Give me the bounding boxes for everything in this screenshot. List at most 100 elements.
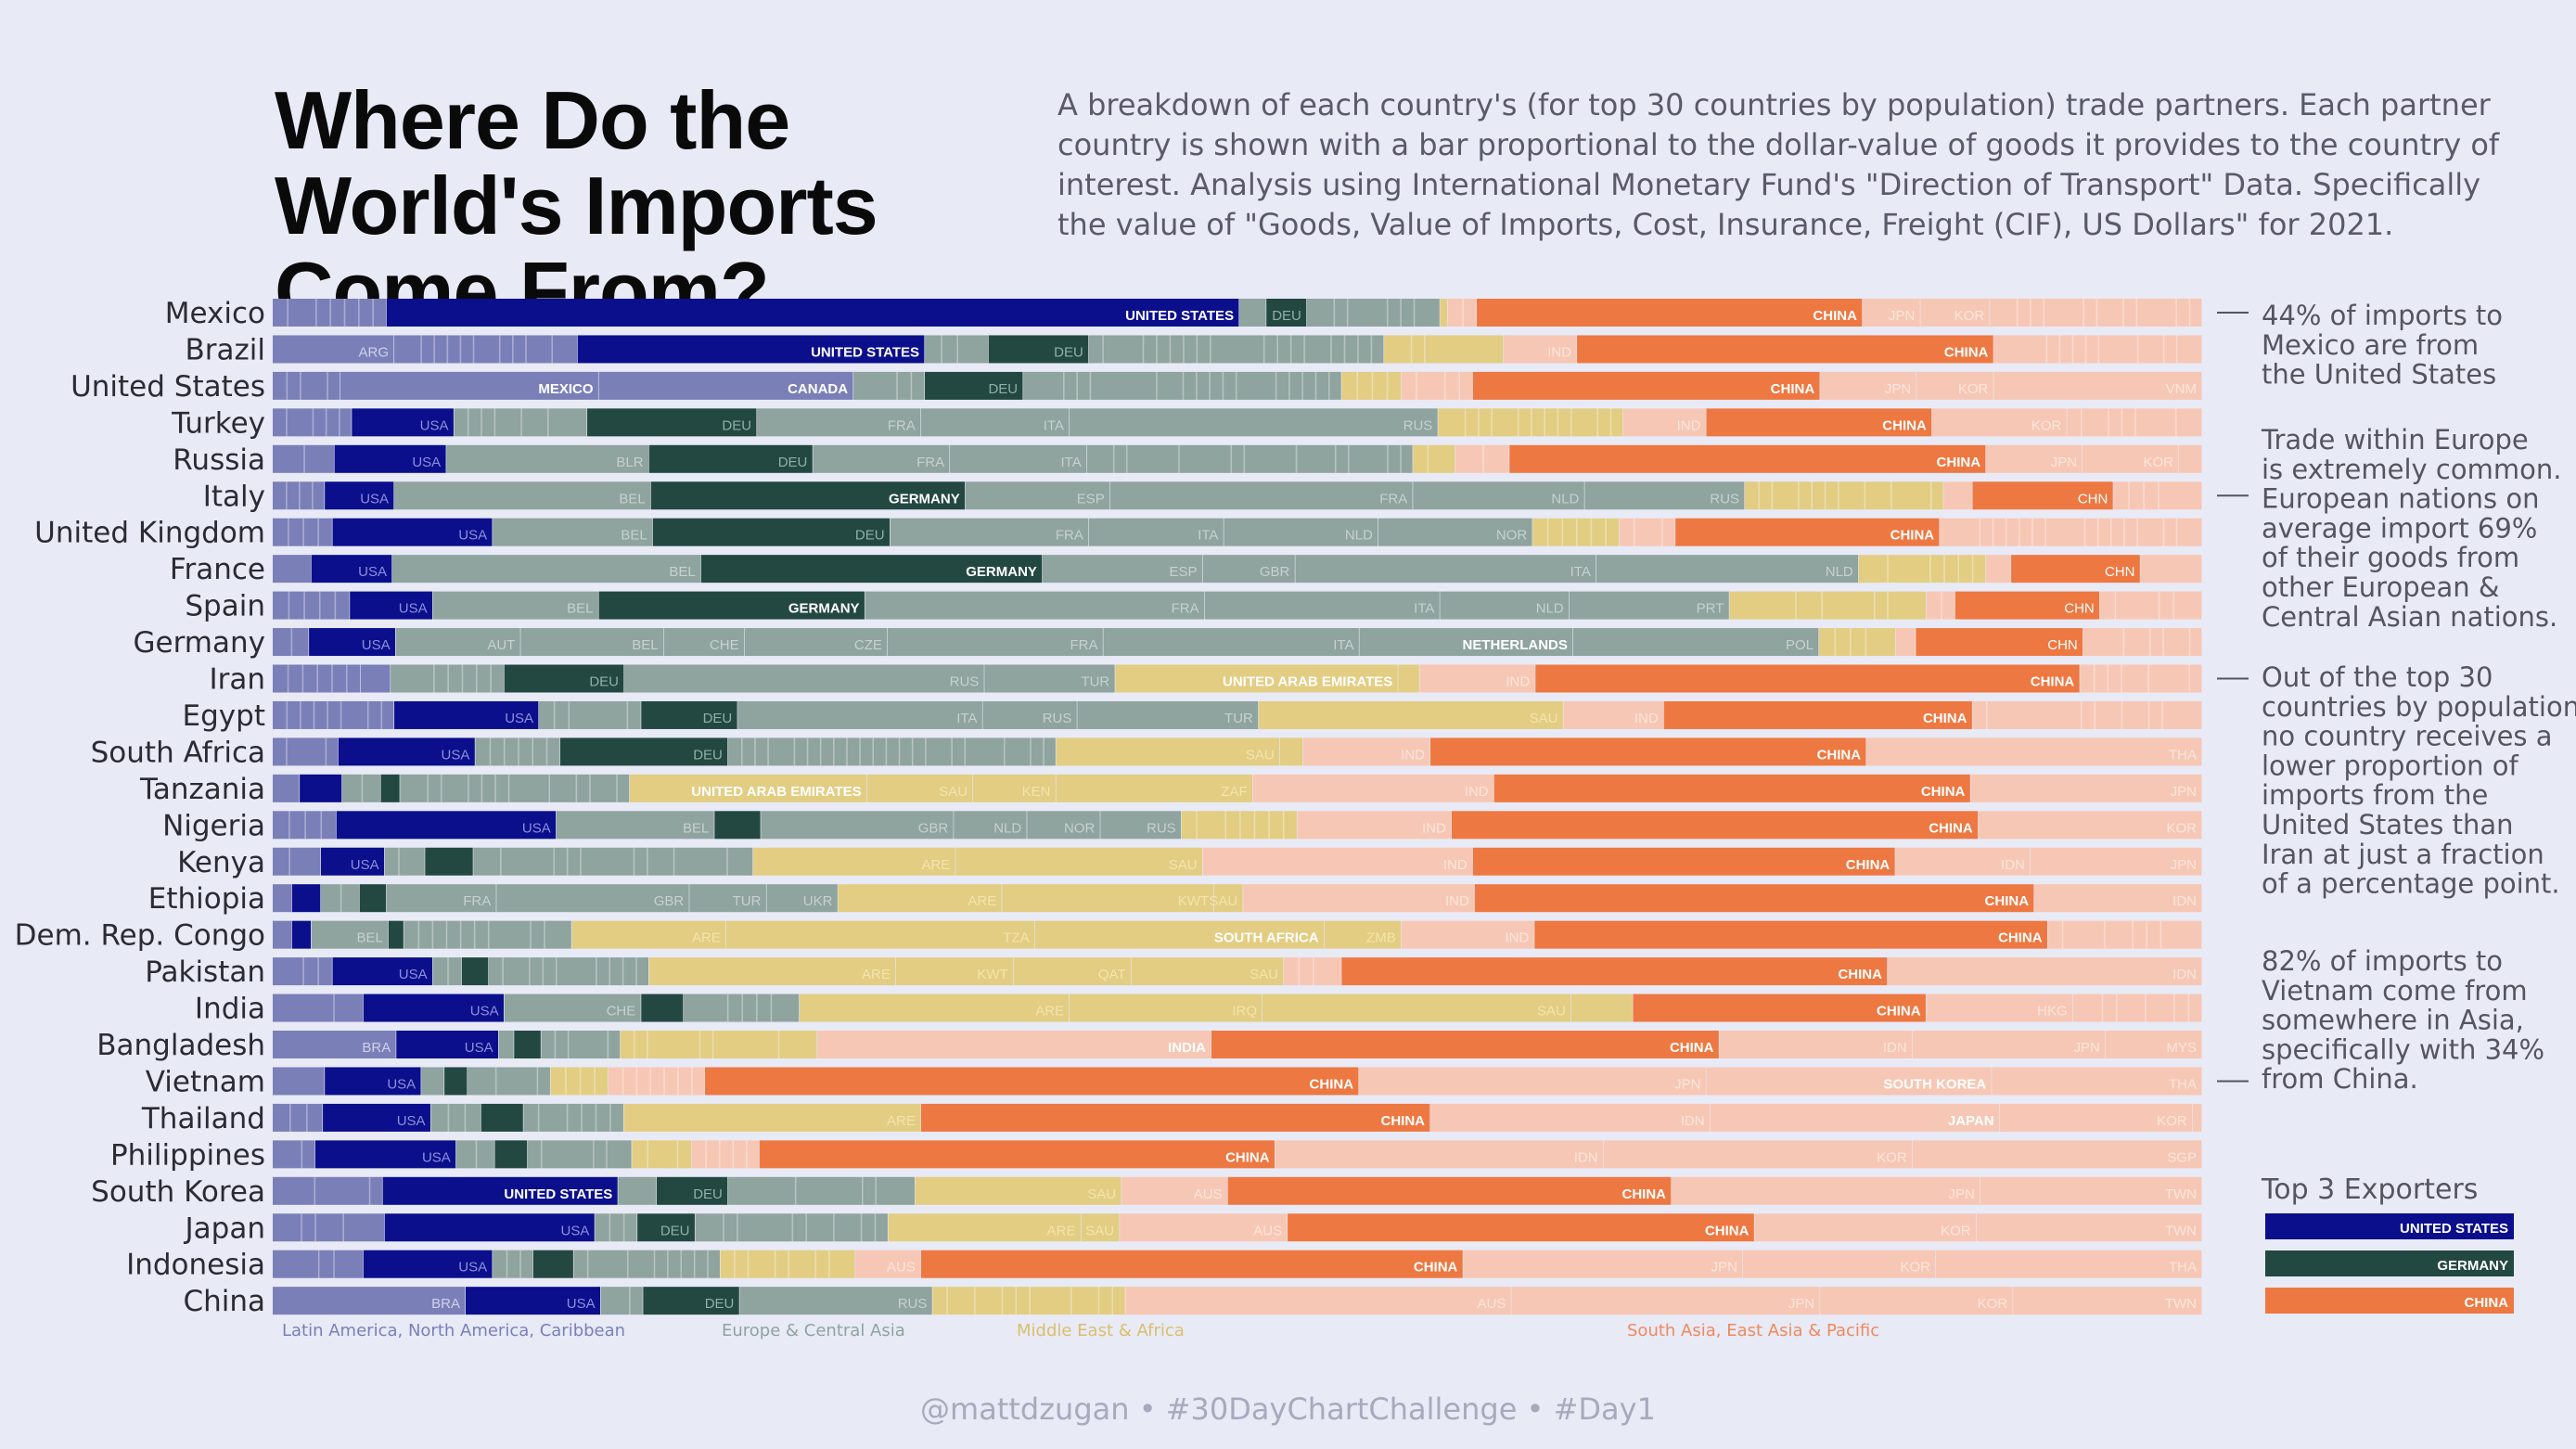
bar-stripe [607,1031,609,1058]
bar-segment [493,518,653,546]
bar-segment [273,700,394,729]
legend-title: Top 3 Exporters [2261,1173,2478,1206]
segment-label: FRA [463,893,491,909]
bar-segment [273,957,332,986]
annotation-text: from China. [2262,1063,2418,1095]
bar-segment [1202,555,1295,583]
segment-label: USA [397,1113,426,1129]
bar-segment [350,591,433,620]
bar-stripe [459,335,462,364]
segment-label: CHN [2078,491,2108,507]
bar-stripe [833,1213,835,1242]
bar-stripe [1276,335,1278,364]
segment-label: CHE [607,1004,636,1019]
bar-segment [1258,700,1563,729]
segment-label: KOR [1958,381,1989,397]
bar-segment [395,628,520,657]
bar-stripe [481,774,483,802]
bar-stripe [1295,444,1298,473]
bar-stripe [2080,408,2083,437]
segment-label: RUS [950,674,980,690]
segment-label: NLD [1345,528,1373,544]
region-label: Middle East & Africa [1017,1321,1185,1340]
segment-label: GBR [918,820,949,836]
segment-label: JPN [1885,381,1911,397]
bar-segment [838,884,1002,913]
bar-segment [1266,299,1307,327]
bar-stripe [475,1140,478,1169]
bar-segment [1912,1140,2202,1169]
bar-stripe [302,957,304,986]
bar-segment [2034,884,2202,913]
bar-stripe [828,1250,830,1278]
segment-label: RUS [1043,711,1072,726]
segment-label: SAU [1537,1004,1566,1019]
country-label: Philippines [110,1138,265,1172]
bar-segment [1572,628,1819,657]
bar-stripe [1334,444,1337,473]
bar-stripe [846,737,848,766]
segment-label: SAU [1087,1186,1116,1202]
bar-stripe [1298,957,1301,986]
annotation-text: somewhere in Asia, [2262,1005,2524,1036]
bar-segment [520,628,664,657]
bar-stripe [530,920,532,949]
bar-stripe [1275,371,1277,400]
bar-stripe [2018,518,2020,546]
bar-segment [273,994,364,1022]
bar-segment [1109,481,1413,510]
bar-stripe [1357,335,1359,364]
segment-label: IND [1445,893,1469,909]
bar-segment [2105,1031,2202,1058]
country-label: Iran [209,663,265,697]
bar-segment [273,408,352,437]
segment-label: CHINA [1310,1076,1354,1092]
legend-swatch [2265,1288,2514,1314]
bar-stripe [1301,371,1304,400]
bar-stripe [1811,481,1813,510]
bar-stripe [629,1287,631,1315]
bar-segment [382,1176,618,1205]
bar-stripe [489,737,492,766]
bar-stripe [1243,444,1246,473]
annotation-text: is extremely common. [2262,454,2561,485]
bar-stripe [805,1213,807,1242]
bar-stripe [1370,335,1373,364]
bar-segment [1493,774,1970,802]
bar-segment [273,299,387,327]
segment-label: USA [387,1076,416,1092]
bar-segment [273,847,321,876]
bar-stripe [313,700,315,729]
bar-stripe [1070,1287,1072,1315]
bar-stripe [734,1250,736,1278]
bar-segment [1088,335,1384,364]
bar-row-indonesia: USA AUS CHINA JPN KOR THA [273,1250,2202,1278]
annotation-text: of a percentage point. [2262,868,2560,900]
bar-segment [744,628,888,657]
segment-label: IDN [1681,1113,1705,1129]
segment-label: CHINA [1705,1223,1749,1238]
bar-row-egypt: USA DEU ITA RUS TUR SAU IND CHINA [273,700,2202,729]
bar-row-dem-rep-congo: BEL ARE TZA SOUTH AFRICA ZMB IND CHINA [273,920,2202,949]
bar-segment [1570,994,1633,1022]
annotation-text: Trade within Europe [2261,424,2529,455]
legend-label: UNITED STATES [2400,1221,2508,1237]
bar-stripe [287,299,288,327]
bar-stripe [2175,335,2178,364]
segment-label: BRA [431,1296,460,1312]
bar-segment [1341,957,1888,986]
bar-segment [404,920,571,949]
bar-segment [273,1250,364,1278]
segment-label: BEL [669,564,695,580]
bar-stripe [1929,555,1931,583]
segment-label: KWT [977,967,1007,982]
segment-label: DEU [589,674,619,690]
bar-stripe [1400,444,1402,473]
segment-label: ZAF [1221,784,1247,800]
bar-segment [915,1176,1121,1205]
segment-label: INDIA [1168,1040,1206,1056]
bar-stripe [537,1103,540,1132]
bar-segment [1729,591,1926,620]
